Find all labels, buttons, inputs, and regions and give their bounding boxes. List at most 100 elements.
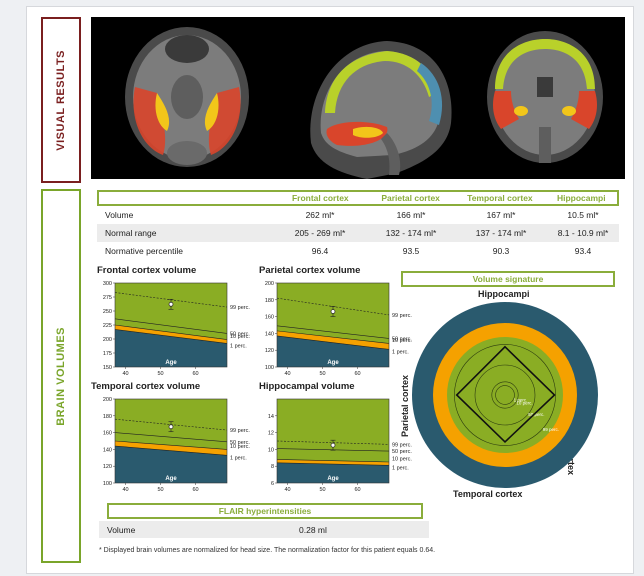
ring-label: 99 perc.: [543, 427, 559, 432]
patient-point: [168, 424, 174, 430]
percentile-label: 10 perc.: [392, 338, 412, 344]
ring-label: 1 perc.: [514, 398, 528, 403]
x-tick-label: 50: [157, 371, 163, 377]
percentile-line: [114, 432, 228, 443]
y-tick-label: 175: [103, 351, 112, 357]
percentile-label: 10 perc.: [230, 334, 250, 340]
band-low: [277, 459, 389, 466]
percentile-label: 50 perc.: [230, 440, 250, 446]
col-frontal: Frontal cortex: [291, 193, 349, 203]
percentile-label: 50 perc.: [392, 336, 412, 342]
x-tick-label: 60: [192, 371, 198, 377]
flair-volume-row: Volume 0.28 ml: [99, 521, 429, 538]
band-low: [115, 325, 227, 344]
frontal-volume-chart: 99 perc. 50 perc. 10 perc. 1 perc. 150 175 200…: [93, 279, 258, 389]
percentile-label: 1 perc.: [230, 455, 247, 461]
y-tick-label: 150: [103, 365, 112, 371]
x-axis-label: Age: [165, 360, 177, 366]
col-parietal: Parietal cortex: [381, 193, 440, 203]
percentile-label: 1 perc.: [230, 343, 247, 349]
parietal-chart-title: Parietal cortex volume: [259, 265, 361, 276]
plot-frame: [276, 282, 390, 368]
percentile-line: [114, 440, 228, 450]
patient-point: [330, 309, 336, 314]
x-tick-label: 50: [157, 487, 163, 493]
x-tick-label: 40: [284, 487, 290, 493]
patient-point: [330, 442, 336, 448]
ring-normal: [447, 337, 563, 453]
report-page: VISUAL RESULTS: [26, 6, 634, 574]
y-tick-label: 200: [103, 397, 112, 403]
percentile-label: 99 perc.: [392, 442, 412, 448]
y-tick-label: 250: [103, 309, 112, 315]
band-below-1-perc: [115, 329, 227, 367]
temporal-chart-title: Temporal cortex volume: [91, 381, 201, 392]
percentile-line: [114, 329, 228, 344]
percentile-label: 1 perc.: [392, 349, 409, 355]
footnote: * Displayed brain volumes are normalized…: [99, 547, 436, 554]
patient-point: [168, 301, 174, 307]
ring-label: 50 perc.: [528, 412, 544, 417]
col-hippocampi: Hippocampi: [556, 193, 606, 203]
percentile-label: 50 perc.: [230, 331, 250, 337]
percentile-label: 99 perc.: [230, 305, 250, 311]
table-row-volume: Volume 262 ml* 166 ml* 167 ml* 10.5 ml*: [105, 210, 599, 220]
y-tick-label: 140: [103, 447, 112, 453]
percentile-line: [114, 324, 228, 340]
parietal-volume-chart: 99 perc. 50 perc. 10 perc. 1 perc. 100 120 140…: [255, 279, 420, 389]
x-tick-label: 40: [122, 371, 128, 377]
x-tick-label: 50: [319, 371, 325, 377]
y-tick-label: 120: [103, 464, 112, 470]
mri-axial-view: [125, 27, 249, 167]
band-below-1-perc: [115, 446, 227, 483]
percentile-ring: [491, 381, 519, 409]
percentile-label: 99 perc.: [392, 313, 412, 319]
plot-frame: [276, 398, 390, 484]
percentile-line: [276, 462, 390, 466]
x-axis-label: Age: [165, 476, 177, 482]
ring-label: 10 perc.: [516, 400, 532, 405]
y-tick-label: 100: [103, 481, 112, 487]
flair-volume-value: 0.28 ml: [299, 524, 327, 535]
x-tick-label: 60: [192, 487, 198, 493]
hippocampal-chart-title: Hippocampal volume: [259, 381, 355, 392]
brain-volumes-table: Frontal cortex Parietal cortex Temporal …: [97, 190, 619, 260]
y-tick-label: 100: [265, 365, 274, 371]
band-low: [115, 441, 227, 456]
volume-signature-chart: 99 perc. 50 perc. 10 perc. 1 perc.: [409, 301, 609, 496]
table-row-normal-range: Normal range 205 - 269 ml* 132 - 174 ml*…: [97, 224, 619, 242]
x-tick-label: 40: [122, 487, 128, 493]
band-low: [277, 330, 389, 350]
percentile-label: 99 perc.: [230, 428, 250, 434]
table-header: Frontal cortex Parietal cortex Temporal …: [97, 190, 619, 206]
y-tick-label: 225: [103, 323, 112, 329]
radar-label-top: Hippocampi: [478, 289, 530, 299]
band-below-1-perc: [277, 462, 389, 483]
y-tick-label: 10: [268, 447, 274, 453]
y-tick-label: 160: [265, 315, 274, 321]
flair-title: FLAIR hyperintensities: [107, 503, 423, 519]
percentile-ring: [495, 385, 515, 405]
y-tick-label: 200: [103, 337, 112, 343]
percentile-line: [276, 325, 390, 339]
x-tick-label: 50: [319, 487, 325, 493]
brain-volumes-section-label: BRAIN VOLUMES: [41, 189, 81, 563]
percentile-label: 10 perc.: [392, 457, 412, 463]
y-tick-label: 200: [265, 281, 274, 287]
y-tick-label: 275: [103, 295, 112, 301]
y-tick-label: 14: [268, 414, 274, 420]
x-tick-label: 60: [354, 371, 360, 377]
table-row-percentile: Normative percentile 96.4 93.5 90.3 93.4: [105, 246, 592, 256]
y-tick-label: 12: [268, 431, 274, 437]
percentile-label: 50 perc.: [392, 449, 412, 455]
mri-visual-results: [91, 17, 625, 179]
percentile-ring: [474, 364, 536, 426]
frontal-chart-title: Frontal cortex volume: [97, 265, 197, 276]
percentile-line: [276, 459, 390, 463]
percentile-line: [276, 330, 390, 344]
x-tick-label: 40: [284, 371, 290, 377]
visual-results-section-label: VISUAL RESULTS: [41, 17, 81, 183]
y-tick-label: 8: [271, 464, 274, 470]
y-tick-label: 120: [265, 348, 274, 354]
hippocampal-volume-chart: 99 perc. 50 perc. 10 perc. 1 perc. 6 8 10 12 14 4…: [255, 395, 420, 505]
